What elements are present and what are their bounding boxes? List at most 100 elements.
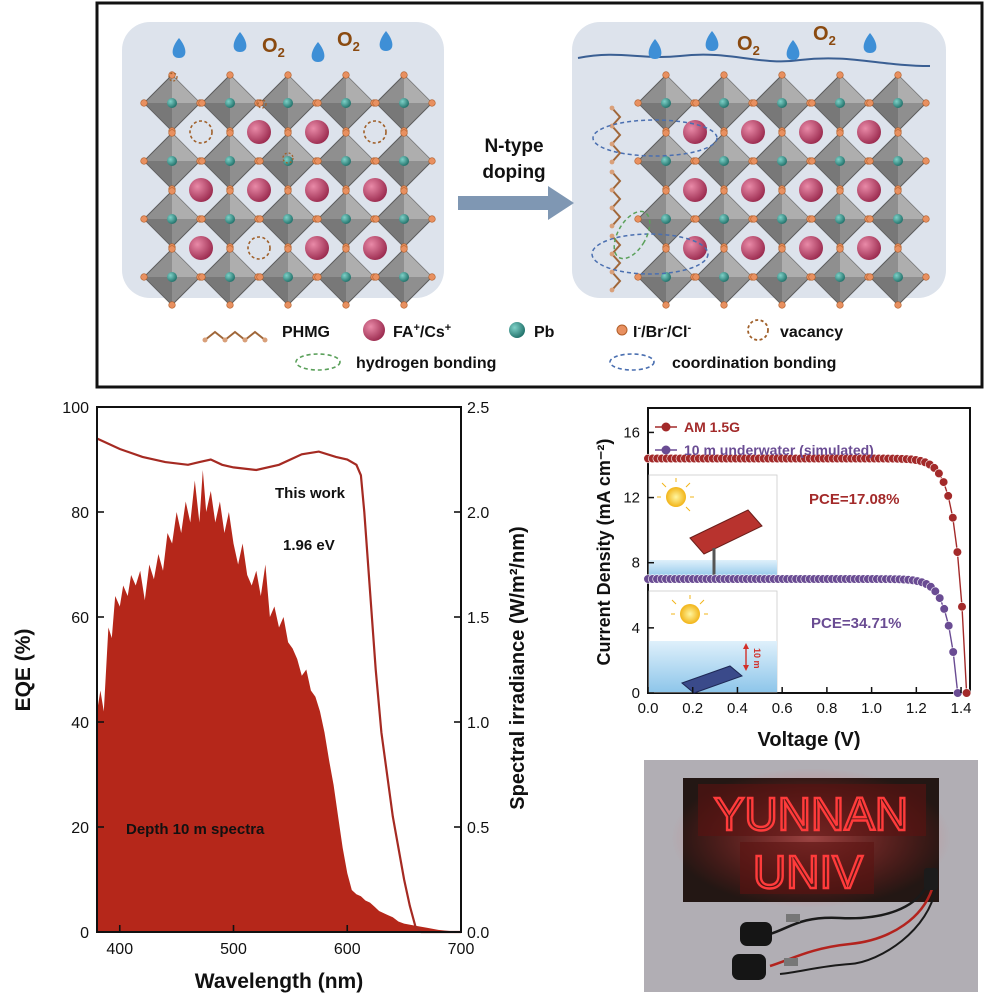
octahedron-face [898,249,926,277]
octahedron-face [840,191,868,219]
octahedron-face [172,249,200,277]
octahedron-face [144,103,172,131]
octahedron-face [202,277,230,305]
halide-atom [284,71,292,79]
halide-atom [634,157,642,165]
jv-legend-am15g: AM 1.5G [684,419,740,435]
octahedron-face [288,249,316,277]
octahedron-face [172,133,200,161]
halide-atom [720,71,728,79]
a-site-cation [189,236,213,260]
halide-atom [342,301,350,309]
halide-atom [140,99,148,107]
halide-atom [778,301,786,309]
y-tick-label: 8 [632,555,640,572]
pb-atom [225,214,235,224]
pb-atom [661,272,671,282]
halide-atom [894,245,902,253]
pb-atom [341,156,351,166]
jv-pce-underwater: PCE=34.71% [811,615,901,632]
halide-atom [372,157,380,165]
inset-underwater-solar: 10 m [648,590,778,694]
environment-markers: O2 O2 O2 O2 [172,23,877,62]
vacancy-marker [189,120,213,144]
octahedron-face [404,75,432,103]
halide-atom [808,99,816,107]
octahedron-face [782,191,810,219]
a-site-cation [247,178,271,202]
octahedron-face [376,103,404,131]
octahedron-face [812,161,840,189]
octahedron-face [898,75,926,103]
halide-atom [634,215,642,223]
octahedron-face [230,249,258,277]
pb-atom [719,98,729,108]
halide-atom [226,129,234,137]
y-tick-label-left: 0 [80,925,89,942]
halide-atom [836,71,844,79]
pb-atom [719,214,729,224]
halide-atom [372,215,380,223]
halide-atom [866,215,874,223]
a-site-cation [247,120,271,144]
halide-atom [284,301,292,309]
phmg-atom [609,287,615,293]
y-tick-label-left: 80 [71,505,89,522]
halide-atom [808,273,816,281]
octahedron-face [696,219,724,247]
water-drop-icon [311,42,325,62]
phmg-atom [609,187,615,193]
octahedron-face [144,161,172,189]
solar-panel-underwater-icon [681,665,743,694]
halide-vacancy-marker [257,99,267,109]
halide-atom [720,187,728,195]
octahedron-face [260,219,288,247]
octahedron-face [812,219,840,247]
coordination-bond-icon [609,353,655,371]
jv-point [934,468,944,479]
jv-axes-ticks: 0.0 0.2 0.4 0.6 0.8 1.0 1.2 1.4 0 4 8 12 16 [623,424,971,717]
x-tick-label: 400 [106,941,133,958]
octahedron-face [318,103,346,131]
octahedron-face [318,161,346,189]
octahedron-face [898,191,926,219]
arrow-shape [458,186,574,220]
y-tick-label-left: 100 [62,400,89,417]
halide-atom [140,157,148,165]
jv-point [952,547,963,557]
halide-atom [692,273,700,281]
jv-legend-underwater: 10 m underwater (simulated) [684,442,874,458]
octahedron-face [870,277,898,305]
octahedron-face [144,219,172,247]
octahedron-face [840,133,868,161]
octahedron-face [318,277,346,305]
halide-atom [922,157,930,165]
jv-curves [643,453,972,698]
pb-atom [399,272,409,282]
halide-atom [372,99,380,107]
a-site-cation [799,120,823,144]
octahedron-face [638,103,666,131]
halide-atom [866,273,874,281]
halide-atom [400,71,408,79]
a-site-cation [857,236,881,260]
octahedron-face [724,249,752,277]
x-tick-label: 0.4 [727,700,748,717]
eqe-annotation-bandgap: 1.96 eV [283,537,335,554]
octahedron-face [376,161,404,189]
a-site-icon [363,319,385,341]
phmg-chain [610,171,622,227]
pb-atom [399,98,409,108]
halide-atom [922,215,930,223]
sign-text-line2: UNIV [753,846,863,898]
jv-y-axis-label: Current Density (mA cm⁻²) [594,439,614,666]
halide-atom [168,129,176,137]
octahedron-face [754,161,782,189]
pb-atom [341,98,351,108]
halide-atom [342,129,350,137]
halide-atom [836,245,844,253]
halide-atom [314,99,322,107]
pristine-lattice [140,71,436,309]
pb-atom [283,156,293,166]
